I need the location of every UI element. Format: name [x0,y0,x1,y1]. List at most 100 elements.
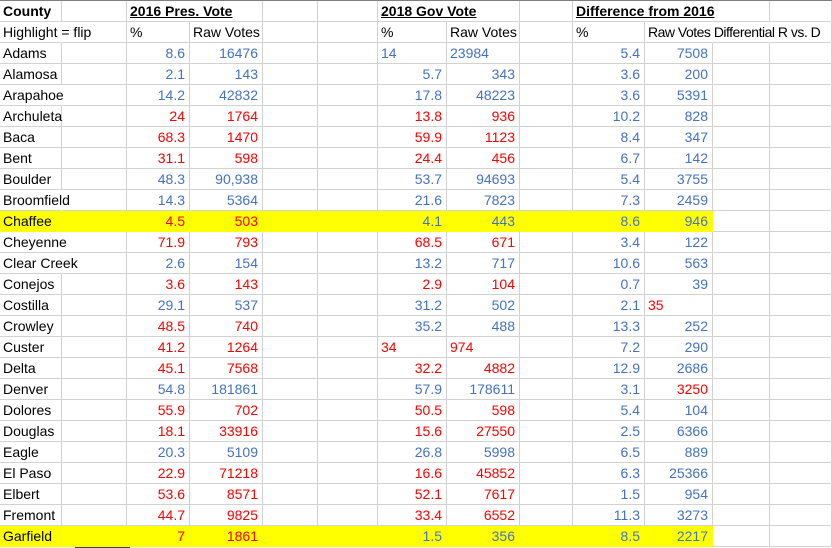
cell-empty[interactable] [770,148,832,169]
cell-raw-diff[interactable]: 954 [645,484,713,505]
cell-pct-2018[interactable]: 59.9 [378,127,447,148]
cell-empty[interactable] [770,232,832,253]
cell-empty[interactable] [318,1,378,22]
cell-pct-2018[interactable]: 52.1 [378,484,447,505]
cell-pct-2016[interactable]: 41.2 [127,337,190,358]
cell-empty[interactable] [520,64,573,85]
cell-county[interactable]: Boulder [0,169,62,190]
cell-empty[interactable] [62,274,127,295]
cell-empty[interactable] [318,169,378,190]
cell-empty[interactable] [520,253,573,274]
header-county-label[interactable]: County [0,1,62,22]
cell-pct-2018[interactable]: 57.9 [378,379,447,400]
cell-empty[interactable] [713,337,770,358]
cell-empty[interactable] [318,127,378,148]
cell-empty[interactable] [645,1,713,22]
cell-empty[interactable] [770,316,832,337]
cell-empty[interactable] [318,442,378,463]
cell-empty[interactable] [713,169,770,190]
cell-raw-2016[interactable]: 740 [190,316,263,337]
cell-empty[interactable] [520,295,573,316]
cell-pct-2016[interactable]: 7 [127,526,190,547]
cell-empty[interactable] [62,64,127,85]
cell-pct-2018[interactable]: 32.2 [378,358,447,379]
cell-empty[interactable] [713,463,770,484]
cell-county[interactable]: Elbert [0,484,62,505]
cell-empty[interactable] [770,64,832,85]
cell-pct-2016[interactable]: 2.6 [127,253,190,274]
cell-pct-2018[interactable]: 17.8 [378,85,447,106]
cell-empty[interactable] [263,421,318,442]
cell-empty[interactable] [318,421,378,442]
cell-raw-2016[interactable]: 793 [190,232,263,253]
cell-empty[interactable] [520,22,573,43]
cell-raw-2018[interactable]: 598 [447,400,520,421]
cell-county[interactable]: Crowley [0,316,62,337]
cell-empty[interactable] [62,421,127,442]
cell-pct-2016[interactable]: 48.5 [127,316,190,337]
cell-empty[interactable] [263,106,318,127]
cell-empty[interactable] [263,169,318,190]
cell-raw-2016[interactable]: 8571 [190,484,263,505]
cell-empty[interactable] [318,253,378,274]
cell-empty[interactable] [520,316,573,337]
cell-empty[interactable] [62,442,127,463]
cell-raw-2016[interactable]: 1470 [190,127,263,148]
cell-empty[interactable] [62,22,127,43]
cell-empty[interactable] [520,169,573,190]
cell-empty[interactable] [520,127,573,148]
cell-empty[interactable] [713,358,770,379]
cell-empty[interactable] [263,337,318,358]
cell-empty[interactable] [713,22,770,43]
cell-pct-2016[interactable]: 22.9 [127,463,190,484]
cell-pct-2018[interactable]: 16.6 [378,463,447,484]
cell-county[interactable]: Adams [0,43,62,64]
header-pct-2018[interactable]: % [378,22,447,43]
cell-empty[interactable] [770,463,832,484]
cell-empty[interactable] [713,211,770,232]
cell-pct-diff[interactable]: 3.4 [573,232,645,253]
cell-empty[interactable] [318,358,378,379]
cell-empty[interactable] [263,379,318,400]
cell-empty[interactable] [263,295,318,316]
cell-raw-2018[interactable]: 48223 [447,85,520,106]
cell-pct-2016[interactable]: 14.2 [127,85,190,106]
cell-raw-diff[interactable]: 2217 [645,526,713,547]
cell-pct-2018[interactable]: 24.4 [378,148,447,169]
cell-empty[interactable] [520,106,573,127]
cell-empty[interactable] [318,148,378,169]
cell-raw-2018[interactable]: 1123 [447,127,520,148]
cell-raw-diff[interactable]: 5391 [645,85,713,106]
cell-pct-2016[interactable]: 31.1 [127,148,190,169]
cell-pct-diff[interactable]: 1.5 [573,484,645,505]
cell-empty[interactable] [713,442,770,463]
cell-empty[interactable] [263,127,318,148]
cell-pct-2018[interactable]: 1.5 [378,526,447,547]
cell-raw-diff[interactable]: 35 [645,295,713,316]
cell-empty[interactable] [318,43,378,64]
cell-raw-diff[interactable]: 347 [645,127,713,148]
cell-pct-diff[interactable]: 7.2 [573,337,645,358]
cell-raw-2016[interactable]: 9825 [190,505,263,526]
cell-raw-2018[interactable]: 974 [447,337,520,358]
header-pct-2016[interactable]: % [127,22,190,43]
cell-empty[interactable] [713,526,770,547]
cell-empty[interactable] [770,358,832,379]
cell-empty[interactable] [770,526,832,547]
cell-pct-2018[interactable]: 2.9 [378,274,447,295]
cell-empty[interactable] [520,505,573,526]
cell-raw-diff[interactable]: 252 [645,316,713,337]
cell-empty[interactable] [62,127,127,148]
cell-empty[interactable] [62,526,127,547]
cell-empty[interactable] [263,211,318,232]
cell-empty[interactable] [713,127,770,148]
cell-raw-diff[interactable]: 2459 [645,190,713,211]
cell-empty[interactable] [318,337,378,358]
cell-empty[interactable] [263,64,318,85]
cell-pct-2018[interactable]: 33.4 [378,505,447,526]
cell-empty[interactable] [62,337,127,358]
cell-county[interactable]: Costilla [0,295,62,316]
cell-empty[interactable] [770,295,832,316]
cell-raw-2018[interactable]: 7823 [447,190,520,211]
cell-empty[interactable] [62,211,127,232]
